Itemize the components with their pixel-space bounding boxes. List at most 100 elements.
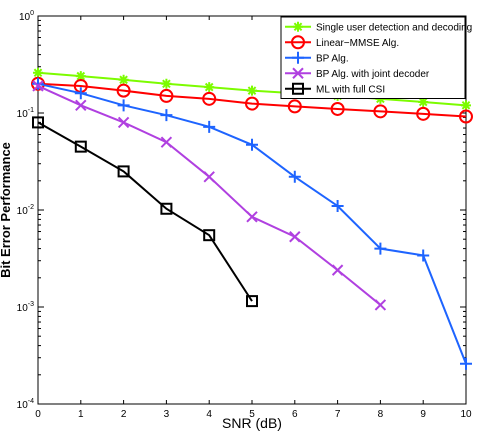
data-point-circle: [202, 91, 217, 106]
y-tick-label: 100: [19, 10, 34, 23]
legend-label: Linear−MMSE Alg.: [316, 38, 399, 49]
marker-plus: [203, 120, 216, 133]
data-point-cross: [374, 299, 387, 311]
marker-plus: [117, 99, 130, 112]
data-point-square: [117, 165, 130, 178]
series-3: [32, 80, 387, 311]
legend-label: Single user detection and decoding: [316, 22, 472, 33]
marker-plus: [331, 199, 344, 212]
marker-plus: [246, 138, 258, 151]
marker-square: [160, 202, 173, 215]
y-tick-exponent: -2: [28, 204, 34, 211]
data-point-plus: [160, 109, 173, 122]
x-tick-label: 9: [420, 409, 426, 420]
data-point-cross: [292, 67, 304, 79]
y-tick-label: 10-1: [17, 107, 34, 120]
data-point-plus: [74, 87, 87, 100]
y-tick-label: 10-4: [17, 398, 34, 411]
data-point-asterisk: [461, 100, 471, 111]
marker-asterisk: [161, 78, 172, 89]
marker-circle: [330, 101, 345, 116]
data-point-cross: [117, 116, 130, 129]
marker-cross: [75, 99, 87, 112]
data-point-plus: [374, 242, 387, 255]
data-point-cross: [246, 211, 258, 223]
marker-plus: [288, 170, 301, 183]
marker-cross: [160, 136, 173, 148]
marker-cross: [374, 299, 387, 311]
y-tick-exponent: -4: [28, 398, 34, 405]
data-point-cross: [289, 231, 301, 243]
data-point-plus: [460, 357, 472, 370]
y-tick-base: 10: [17, 303, 29, 314]
marker-cross: [117, 116, 130, 129]
data-point-asterisk: [293, 21, 303, 32]
legend-label: BP Alg. with joint decoder: [316, 69, 430, 80]
y-tick-exponent: 0: [30, 10, 34, 17]
marker-square: [203, 229, 216, 242]
data-point-asterisk: [118, 74, 129, 85]
data-point-cross: [160, 136, 173, 148]
data-point-circle: [159, 88, 174, 103]
x-tick-label: 5: [249, 409, 255, 420]
marker-asterisk: [118, 74, 129, 85]
y-tick-label: 10-3: [17, 301, 34, 314]
series-4: [32, 116, 258, 308]
marker-circle: [459, 109, 473, 124]
marker-plus: [74, 87, 87, 100]
marker-circle: [291, 35, 305, 50]
x-tick-label: 7: [335, 409, 341, 420]
marker-square: [292, 82, 304, 95]
y-tick-base: 10: [17, 109, 29, 120]
data-point-plus: [246, 138, 258, 151]
marker-square: [117, 165, 130, 178]
data-point-plus: [32, 77, 44, 90]
data-point-asterisk: [418, 96, 429, 107]
legend-item: Linear−MMSE Alg.: [285, 35, 399, 50]
x-tick-label: 1: [78, 409, 84, 420]
data-point-plus: [292, 51, 304, 64]
marker-cross: [331, 264, 344, 276]
data-point-asterisk: [204, 82, 215, 93]
legend-item: Single user detection and decoding: [285, 21, 472, 33]
x-tick-label: 3: [164, 409, 170, 420]
marker-circle: [202, 91, 217, 106]
x-tick-label: 6: [292, 409, 298, 420]
y-tick-exponent: -1: [28, 107, 34, 114]
marker-plus: [292, 51, 304, 64]
marker-square: [74, 140, 87, 153]
data-point-plus: [417, 249, 430, 262]
data-point-circle: [291, 35, 305, 50]
data-point-square: [32, 116, 44, 129]
legend-item: BP Alg. with joint decoder: [285, 67, 430, 80]
marker-circle: [159, 88, 174, 103]
data-point-circle: [116, 83, 131, 98]
series-line: [37, 121, 253, 302]
marker-asterisk: [418, 96, 429, 107]
data-point-cross: [203, 171, 215, 183]
data-point-asterisk: [161, 78, 172, 89]
marker-plus: [32, 77, 44, 90]
y-tick-base: 10: [17, 400, 29, 411]
marker-cross: [32, 80, 44, 92]
series-2: [32, 77, 472, 370]
marker-asterisk: [461, 100, 471, 111]
legend-label: BP Alg.: [316, 53, 349, 64]
marker-asterisk: [33, 67, 43, 78]
legend-item: ML with full CSI: [285, 82, 385, 95]
x-tick-label: 2: [121, 409, 127, 420]
data-point-square: [292, 82, 304, 95]
legend-item: BP Alg.: [285, 51, 349, 64]
data-point-cross: [331, 264, 344, 276]
marker-plus: [374, 242, 387, 255]
data-point-asterisk: [247, 85, 257, 96]
data-point-plus: [288, 170, 301, 183]
data-point-asterisk: [75, 71, 86, 82]
x-axis-label: SNR (dB): [222, 415, 282, 431]
data-point-asterisk: [33, 67, 43, 78]
data-point-square: [203, 229, 216, 242]
data-point-circle: [245, 96, 259, 111]
marker-circle: [116, 83, 131, 98]
x-tick-label: 0: [35, 409, 41, 420]
legend: Single user detection and decoding Linear…: [280, 16, 472, 99]
